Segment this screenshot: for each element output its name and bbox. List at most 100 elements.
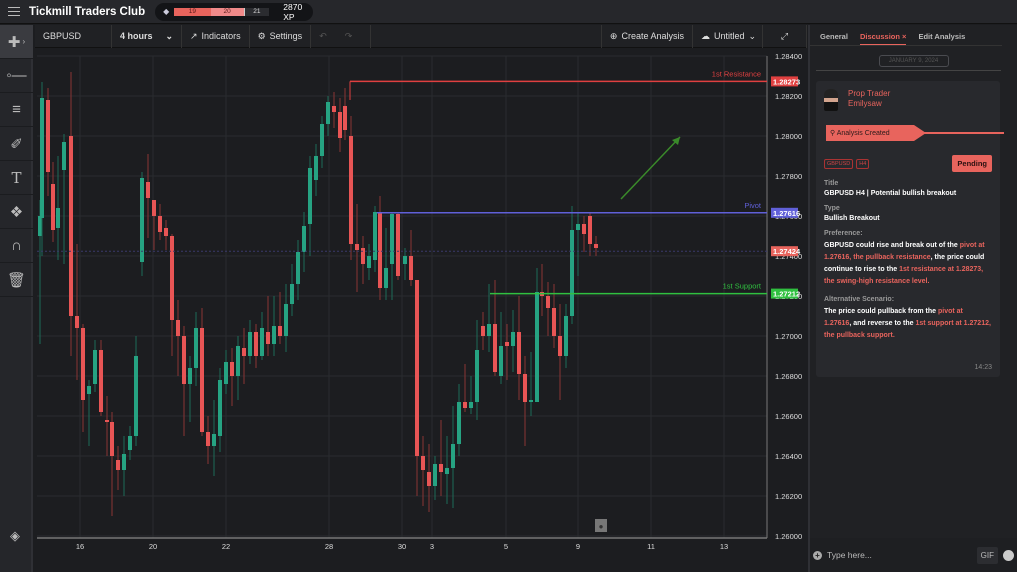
close-icon[interactable]: × [902, 32, 907, 41]
crosshair-icon: ✚ [7, 33, 21, 51]
status-event-label: Analysis Created [836, 130, 890, 137]
tab-edit-analysis[interactable]: Edit Analysis [918, 32, 966, 41]
message-input[interactable]: Type here... [827, 550, 872, 560]
svg-text:1.28200: 1.28200 [775, 92, 802, 101]
level-segment: 20 [210, 7, 244, 16]
emoji-icon[interactable] [1003, 549, 1014, 561]
status-event: ⚲ Analysis Created [824, 125, 1004, 141]
indicators-label: Indicators [201, 31, 241, 41]
svg-text:1st Resistance: 1st Resistance [712, 69, 761, 78]
date-divider: JANUARY 9, 2024 [810, 55, 1017, 75]
parallel-lines-icon: ≡ [12, 101, 21, 118]
cloud-upload-icon: ☁ [701, 30, 710, 41]
svg-text:1.27800: 1.27800 [775, 172, 802, 181]
timeframe-tag: H4 [856, 158, 870, 169]
svg-text:1.28000: 1.28000 [775, 132, 802, 141]
tag-row: GBPUSD H4 Pending [824, 155, 992, 172]
text-tool[interactable]: T [0, 161, 33, 195]
date-label: JANUARY 9, 2024 [878, 55, 949, 67]
svg-text:9: 9 [576, 542, 580, 551]
svg-text:16: 16 [76, 542, 84, 551]
svg-text:1.26200: 1.26200 [775, 492, 802, 501]
layout-label: Untitled [714, 31, 745, 41]
svg-text:11: 11 [647, 542, 655, 551]
layout-selector[interactable]: ☁ Untitled ⌄ [693, 24, 763, 48]
add-attachment-icon[interactable]: + [813, 550, 822, 560]
timeframe-label: 4 hours [120, 31, 153, 41]
tab-discussion[interactable]: Discussion × [859, 32, 907, 45]
level-segment: 21 [243, 7, 270, 16]
svg-text:3: 3 [430, 542, 434, 551]
svg-text:1st Support: 1st Support [723, 282, 762, 291]
status-badge[interactable]: Pending [952, 155, 992, 172]
svg-text:1.26400: 1.26400 [775, 452, 802, 461]
pattern-tool[interactable]: ❖ [0, 195, 33, 229]
xp-progress: ◆ 19 20 21 2870 XP [155, 1, 314, 22]
svg-text:1.27616: 1.27616 [773, 209, 800, 218]
title-label: Title [824, 180, 839, 187]
author-name[interactable]: Emilysaw [848, 99, 882, 108]
price-chart[interactable]: 1.284001.282001.280001.278001.276001.274… [35, 48, 807, 556]
app-title: Tickmill Traders Club [29, 5, 146, 18]
crosshair-tool[interactable]: ✚ › [0, 25, 33, 59]
line-tool[interactable]: ◦— [0, 59, 33, 93]
avatar[interactable] [824, 89, 838, 111]
tab-general[interactable]: General [820, 32, 848, 41]
analysis-panel: General Discussion × Edit Analysis JANUA… [808, 25, 1017, 572]
svg-text:5: 5 [504, 542, 508, 551]
undo-icon[interactable]: ↶ [319, 30, 327, 41]
delete-tool[interactable]: 🗑 [0, 263, 33, 297]
top-bar: Tickmill Traders Club ◆ 19 20 21 2870 XP [0, 0, 1017, 24]
layers-icon[interactable]: ◈ [10, 528, 20, 543]
magnet-icon: ∩ [11, 237, 22, 254]
svg-text:1.26600: 1.26600 [775, 412, 802, 421]
chevron-down-icon: ⌄ [748, 30, 757, 41]
xp-value: 2870 XP [283, 1, 303, 22]
svg-text:1.27400: 1.27400 [775, 252, 802, 261]
svg-text:20: 20 [149, 542, 157, 551]
gear-icon: ⚙ [257, 30, 266, 41]
menu-icon[interactable] [8, 7, 20, 16]
drawing-toolbar: ✚ › ◦— ≡ ✐ T ❖ ∩ 🗑 ◈ [0, 25, 33, 572]
text-icon: T [11, 168, 22, 187]
rank-badge-icon: ◆ [163, 6, 170, 16]
brush-tool[interactable]: ✐ [0, 127, 33, 161]
chevron-right-icon[interactable]: › [22, 37, 26, 46]
plus-circle-icon: ⊕ [609, 30, 618, 41]
preference-label: Preference: [824, 230, 863, 237]
svg-text:1.28400: 1.28400 [775, 52, 802, 61]
redo-icon[interactable]: ↷ [344, 30, 353, 41]
svg-text:Pivot: Pivot [744, 201, 762, 210]
pattern-icon: ❖ [9, 203, 24, 221]
settings-button[interactable]: ⚙ Settings [250, 24, 312, 48]
preference-text: GBPUSD could rise and break out of the p… [824, 242, 985, 285]
create-analysis-button[interactable]: ⊕ Create Analysis [600, 24, 693, 48]
alternative-label: Alternative Scenario: [824, 296, 895, 303]
author: Prop Trader Emilysaw [824, 89, 992, 111]
svg-text:1.26800: 1.26800 [775, 372, 802, 381]
timeframe-selector[interactable]: 4 hours ⌄ [112, 24, 182, 48]
gif-button[interactable]: GIF [976, 546, 998, 564]
svg-text:13: 13 [720, 542, 728, 551]
svg-text:22: 22 [222, 542, 230, 551]
settings-label: Settings [269, 31, 303, 41]
lightbulb-icon: ⚲ [830, 130, 836, 137]
alternative-text: The price could pullback from the pivot … [824, 308, 991, 339]
line-icon: ◦— [6, 67, 27, 84]
indicators-button[interactable]: ↗ Indicators [182, 24, 250, 48]
tab-discussion-label: Discussion [859, 32, 900, 41]
parallel-lines-tool[interactable]: ≡ [0, 93, 33, 127]
magnet-tool[interactable]: ∩ [0, 229, 33, 263]
create-analysis-label: Create Analysis [621, 31, 684, 41]
chart-line-icon: ↗ [190, 30, 198, 41]
timestamp: 14:23 [974, 364, 992, 371]
svg-text:1.26000: 1.26000 [775, 532, 802, 541]
fullscreen-button[interactable]: ⤢ [763, 24, 807, 48]
symbol-selector[interactable]: GBPUSD [35, 24, 112, 48]
svg-text:1.28273: 1.28273 [773, 77, 800, 86]
fullscreen-icon: ⤢ [780, 30, 789, 41]
analysis-card: Prop Trader Emilysaw ⚲ Analysis Created G… [816, 81, 1004, 377]
panel-tabs: General Discussion × Edit Analysis [810, 25, 1002, 46]
chevron-down-icon: ⌄ [165, 30, 173, 41]
author-role: Prop Trader [848, 89, 891, 98]
